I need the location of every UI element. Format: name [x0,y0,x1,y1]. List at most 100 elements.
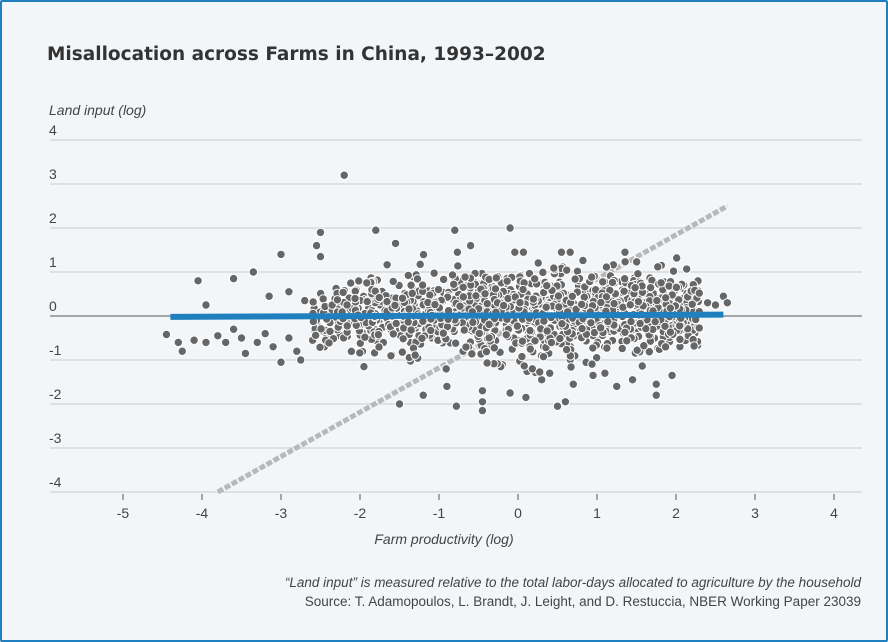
data-point [525,344,536,354]
data-point [637,361,647,371]
data-point [465,240,476,251]
data-point [397,293,408,303]
data-point [418,390,428,400]
data-point [310,330,321,341]
data-point [311,240,322,251]
data-point [612,381,622,392]
data-point [671,253,682,263]
data-point [702,298,713,308]
data-point [480,289,490,299]
data-point [600,368,610,378]
y-tick-label: 2 [49,210,57,226]
data-point [467,349,477,359]
data-point [542,326,552,336]
x-tick-label: 2 [672,505,680,521]
data-point [609,298,619,309]
data-point [542,281,552,291]
data-point [316,324,326,334]
data-point [505,223,515,233]
data-point [228,324,239,334]
data-point [252,337,262,348]
data-point [460,272,470,282]
data-point [410,350,420,360]
data-point [438,274,449,285]
data-point [455,301,465,311]
y-tick-label: -3 [49,430,62,446]
data-point [622,336,632,346]
data-point [433,284,444,295]
data-point [418,249,429,260]
data-point [201,337,211,348]
data-point [177,346,187,356]
data-point [477,386,488,396]
data-point [417,280,428,290]
data-point [694,323,704,333]
x-tick-label: -4 [196,505,209,521]
data-point [189,335,199,345]
y-tick-labels: 4 3 2 1 0 -1 -2 -3 -4 [49,122,62,490]
data-point [671,282,682,293]
data-point [607,277,618,288]
data-point [667,370,677,381]
data-point [512,321,523,331]
data-point [453,261,463,271]
data-point [694,288,705,298]
data-point [620,327,630,337]
data-point [568,379,578,389]
data-point [596,297,606,308]
y-tick-label: -4 [49,474,62,490]
data-point [689,341,699,351]
data-point [412,274,423,284]
data-point [374,342,384,352]
data-point [660,342,671,352]
data-point [404,304,414,314]
data-point [388,329,399,339]
y-tick-label: 4 [49,122,57,138]
data-point [450,225,460,235]
data-point [300,295,310,306]
x-tick-label: 4 [830,505,838,521]
data-point [633,296,644,307]
data-point [360,332,370,342]
data-point [530,336,540,346]
data-point [639,341,649,351]
data-point [490,284,501,294]
data-point [521,392,531,403]
data-point [651,379,661,389]
data-point [292,346,302,356]
data-point [451,401,462,411]
x-axis-label: Farm productivity (log) [374,531,514,547]
data-point [450,338,461,348]
data-point [484,319,494,330]
data-point [620,257,630,267]
data-point [398,334,408,344]
data-point [710,300,721,310]
data-point [619,286,629,296]
data-point [438,328,449,338]
data-point [161,329,172,340]
data-point [586,318,596,328]
data-point [406,325,416,335]
data-point [588,370,598,381]
data-point [391,318,401,329]
data-point [565,247,575,257]
data-point [315,251,326,262]
data-point [517,336,528,346]
data-point [601,292,612,302]
data-point [633,269,643,279]
data-point [284,333,294,343]
data-point [374,292,384,303]
data-point [240,348,251,359]
data-point [570,274,580,284]
data-point [674,321,685,331]
data-point [619,274,630,284]
data-point [458,282,468,292]
y-axis-label: Land input (log) [49,102,147,118]
data-point [518,284,528,295]
data-point [264,291,274,301]
data-point [602,343,612,353]
data-point [193,276,203,286]
data-point [390,238,401,249]
data-point [644,347,655,357]
data-point [482,298,492,309]
